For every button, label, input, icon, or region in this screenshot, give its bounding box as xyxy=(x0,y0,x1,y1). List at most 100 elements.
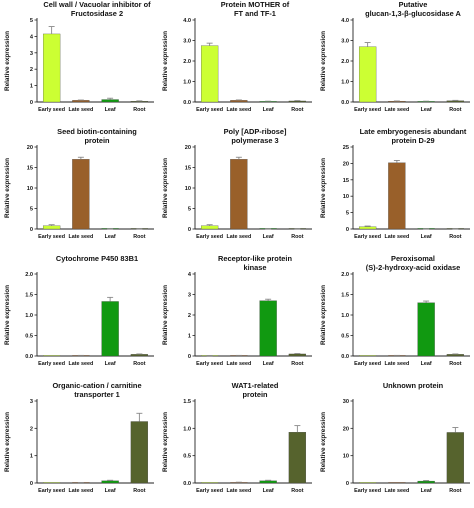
x-tick-label: Leaf xyxy=(263,107,274,113)
x-tick-label: Root xyxy=(449,488,461,494)
bar-chart: Relative expression 0 5 10 15 20 Early seed Lat… xyxy=(162,145,312,240)
x-tick-label: Early seed xyxy=(196,234,223,240)
y-tick-label: 5 xyxy=(346,211,349,217)
x-tick-label: Early seed xyxy=(354,361,381,367)
y-tick-label: 1 xyxy=(30,454,33,460)
x-tick-label: Early seed xyxy=(354,234,381,240)
y-tick-label: 1 xyxy=(30,84,33,90)
x-tick-label: Late seed xyxy=(226,107,251,113)
bar xyxy=(230,100,248,103)
bar-chart: Relative expression 0 1 2 3 4 Early seed Late s… xyxy=(162,272,312,367)
chart-title: Unknown protein xyxy=(382,381,444,390)
y-tick-label: 30 xyxy=(343,399,349,405)
x-tick-label: Early seed xyxy=(38,107,65,113)
bar-chart: Relative expression 0.0 0.5 1.0 1.5 2.0 Early … xyxy=(4,272,154,367)
chart-panel: Putative glucan-1,3-β-glucosidase A Relat… xyxy=(316,0,474,127)
y-tick-label: 1.5 xyxy=(341,293,349,299)
y-tick-label: 0.0 xyxy=(341,354,349,360)
y-axis-label: Relative expression xyxy=(320,285,327,345)
bar xyxy=(288,100,307,103)
y-tick-label: 3 xyxy=(30,51,33,57)
y-tick-label: 2 xyxy=(188,313,191,319)
x-tick-label: Root xyxy=(449,107,461,113)
y-tick-label: 1 xyxy=(188,334,191,340)
y-tick-label: 0.5 xyxy=(183,454,191,460)
bar xyxy=(446,354,465,357)
chart-panel: Seed biotin-containing protein Relative e… xyxy=(0,127,158,254)
x-tick-label: Early seed xyxy=(354,107,381,113)
y-tick-label: 0 xyxy=(346,481,349,487)
y-tick-label: 1.0 xyxy=(341,313,349,319)
bar-chart: Relative expression 0 1 2 3 Early seed Late se… xyxy=(4,399,154,494)
y-tick-label: 0.0 xyxy=(183,481,191,487)
bar xyxy=(200,225,219,230)
y-tick-label: 25 xyxy=(343,145,349,151)
y-tick-label: 1.0 xyxy=(341,80,349,86)
x-tick-label: Late seed xyxy=(226,361,251,367)
chart-panel: Protein MOTHER of FT and TF-1 Relative ex… xyxy=(158,0,316,127)
y-tick-label: 0 xyxy=(188,354,191,360)
y-axis-label: Relative expression xyxy=(4,285,11,345)
x-tick-label: Late seed xyxy=(68,234,93,240)
bar xyxy=(417,480,435,484)
y-tick-label: 2 xyxy=(30,426,33,432)
x-tick-label: Leaf xyxy=(105,107,116,113)
chart-title: Seed biotin-containing protein xyxy=(57,127,137,145)
y-tick-label: 4.0 xyxy=(341,18,349,24)
bar xyxy=(288,353,307,357)
bar xyxy=(200,482,219,484)
y-tick-label: 0 xyxy=(30,100,33,106)
x-tick-label: Leaf xyxy=(421,361,432,367)
chart-title: Putative glucan-1,3-β-glucosidase A xyxy=(365,0,461,18)
y-tick-label: 0 xyxy=(346,227,349,233)
x-tick-label: Root xyxy=(133,234,145,240)
bar xyxy=(358,482,377,484)
x-tick-label: Root xyxy=(291,361,303,367)
y-axis-label: Relative expression xyxy=(4,31,11,91)
y-tick-label: 1.0 xyxy=(183,80,191,86)
bar xyxy=(230,159,248,230)
y-tick-label: 5 xyxy=(188,207,191,213)
y-tick-label: 0 xyxy=(188,227,191,233)
bar xyxy=(130,421,149,484)
x-tick-label: Leaf xyxy=(263,234,274,240)
bar xyxy=(72,100,90,103)
y-tick-label: 2.0 xyxy=(25,272,33,278)
x-tick-label: Early seed xyxy=(196,488,223,494)
x-tick-label: Late seed xyxy=(68,361,93,367)
x-tick-label: Early seed xyxy=(38,488,65,494)
chart-panel: Organic-cation / carnitine transporter 1… xyxy=(0,381,158,508)
bar xyxy=(358,226,377,230)
y-tick-label: 15 xyxy=(27,166,33,172)
bar-chart: Relative expression 0.0 1.0 2.0 3.0 4.0 Early … xyxy=(162,18,312,113)
y-tick-label: 0.5 xyxy=(25,334,33,340)
bar xyxy=(388,482,406,484)
y-tick-label: 10 xyxy=(27,186,33,192)
y-tick-label: 15 xyxy=(343,178,349,184)
chart-panel: Poly [ADP-ribose] polymerase 3 Relative e… xyxy=(158,127,316,254)
chart-panel: Late embryogenesis abundant protein D-29… xyxy=(316,127,474,254)
x-tick-label: Early seed xyxy=(196,361,223,367)
y-tick-label: 2.0 xyxy=(341,272,349,278)
bar xyxy=(42,482,61,484)
x-tick-label: Leaf xyxy=(105,234,116,240)
x-tick-label: Root xyxy=(133,488,145,494)
x-tick-label: Early seed xyxy=(196,107,223,113)
y-tick-label: 0 xyxy=(30,481,33,487)
y-tick-label: 3.0 xyxy=(341,39,349,45)
x-tick-label: Early seed xyxy=(38,361,65,367)
x-tick-label: Early seed xyxy=(354,488,381,494)
y-tick-label: 3 xyxy=(188,293,191,299)
x-tick-label: Late seed xyxy=(68,488,93,494)
chart-title: Organic-cation / carnitine transporter 1 xyxy=(52,381,142,399)
chart-title: Cytochrome P450 83B1 xyxy=(55,254,139,263)
y-tick-label: 10 xyxy=(185,186,191,192)
y-tick-label: 20 xyxy=(185,145,191,151)
x-tick-label: Root xyxy=(133,107,145,113)
bar xyxy=(288,432,307,484)
x-tick-label: Late seed xyxy=(384,488,409,494)
y-axis-label: Relative expression xyxy=(320,31,327,91)
bar xyxy=(101,301,119,357)
bar-chart: Relative expression 0.0 0.5 1.0 1.5 2.0 Early … xyxy=(320,272,470,367)
